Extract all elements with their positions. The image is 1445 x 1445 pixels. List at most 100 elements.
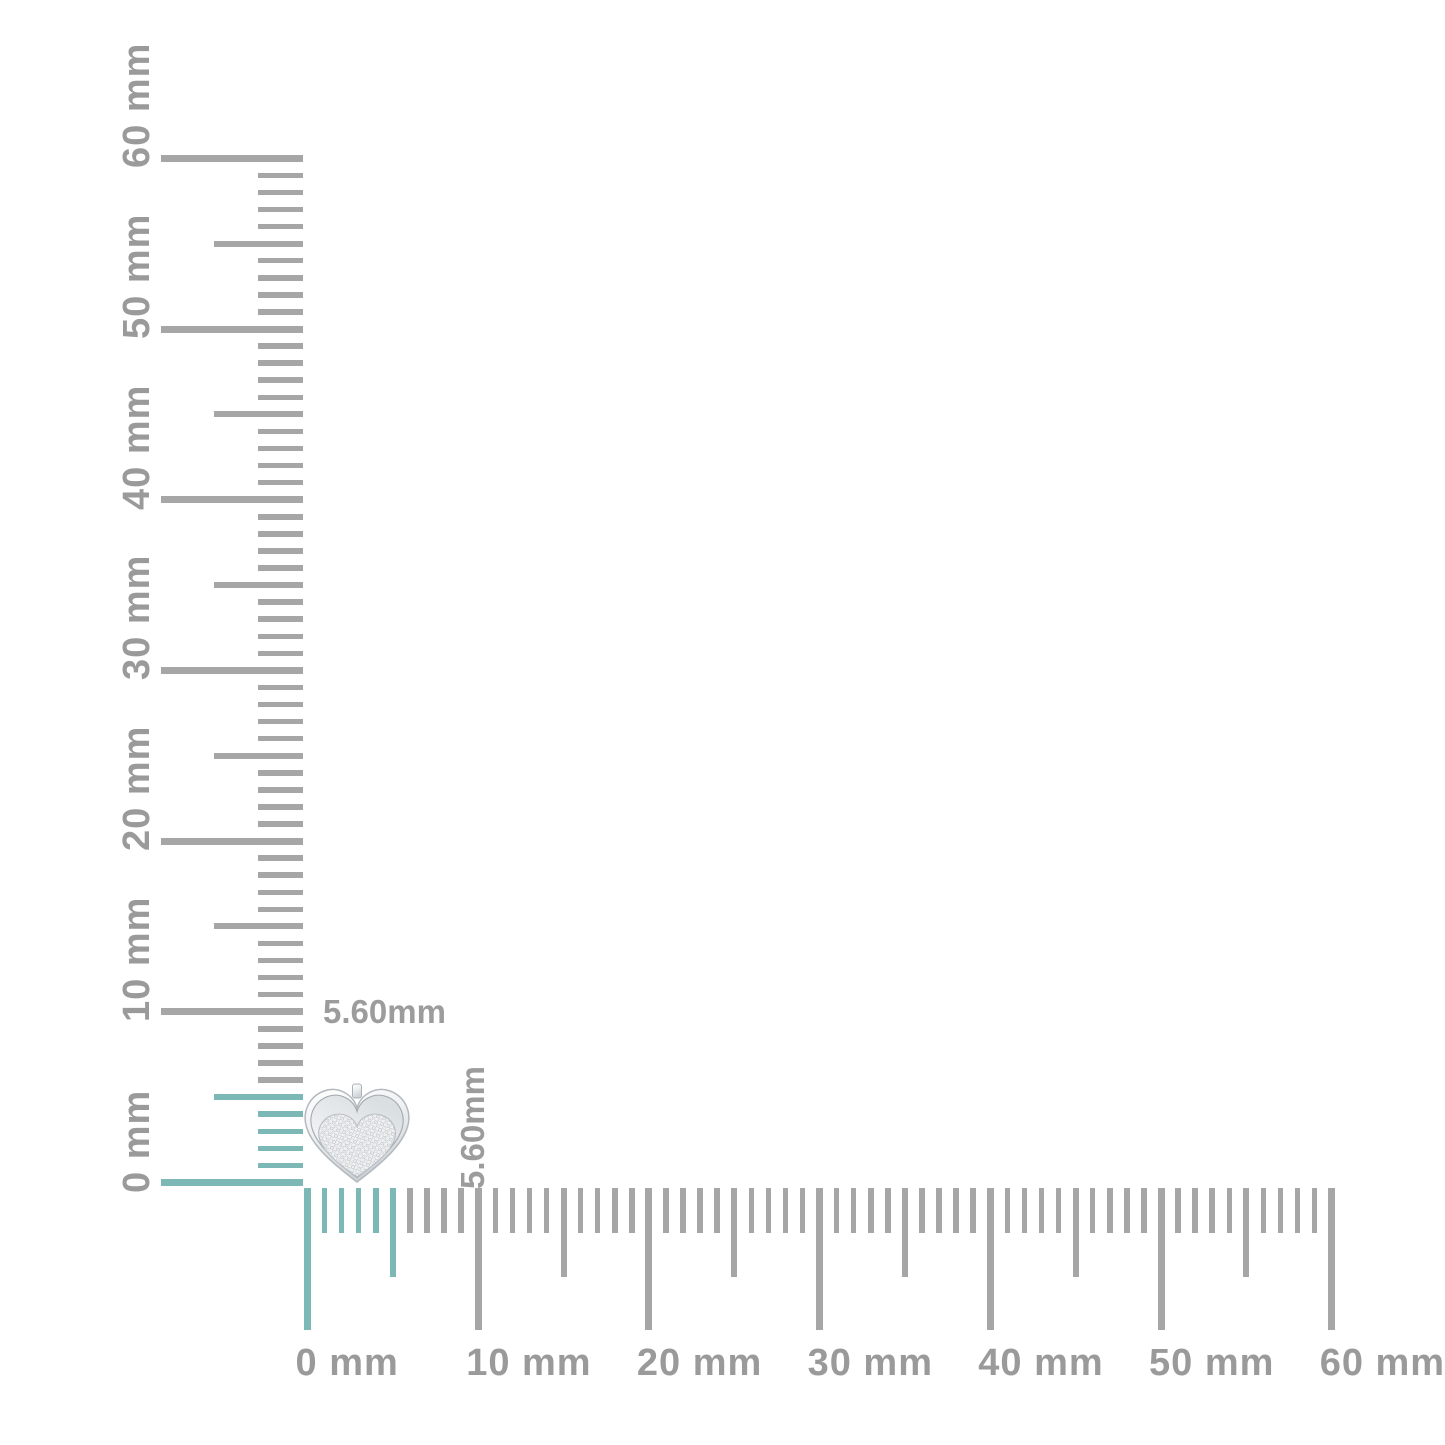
v-ruler-tick-14mm [258, 940, 303, 947]
v-ruler-tick-29mm [258, 684, 303, 691]
h-ruler-tick-20mm [645, 1188, 653, 1330]
h-ruler-tick-0mm [304, 1188, 311, 1330]
v-ruler-tick-3mm [258, 1128, 303, 1135]
h-ruler-tick-55mm [1243, 1188, 1250, 1277]
v-ruler-tick-20mm [161, 837, 303, 845]
v-ruler-tick-6mm [258, 1077, 303, 1083]
v-ruler-tick-9mm [258, 1026, 303, 1032]
v-ruler-label-50mm: 50 mm [116, 213, 158, 339]
v-ruler-label-40mm: 40 mm [116, 384, 158, 510]
v-ruler-label-60mm: 60 mm [116, 42, 158, 169]
h-ruler-tick-24mm [714, 1188, 720, 1233]
h-ruler-tick-50mm [1157, 1188, 1165, 1330]
h-ruler-tick-32mm [850, 1188, 857, 1233]
stud-post-tab [352, 1083, 362, 1099]
h-ruler-label-0mm: 0 mm [295, 1342, 399, 1384]
v-ruler-label-0mm: 0 mm [116, 1089, 158, 1193]
h-ruler-tick-56mm [1260, 1188, 1267, 1233]
h-ruler-tick-27mm [765, 1188, 772, 1233]
v-ruler-tick-58mm [258, 189, 303, 196]
h-ruler-tick-15mm [560, 1188, 567, 1277]
v-ruler-tick-51mm [258, 309, 303, 315]
h-ruler-tick-38mm [953, 1188, 959, 1233]
v-ruler-tick-1mm [258, 1162, 303, 1169]
h-ruler-tick-59mm [1311, 1188, 1318, 1233]
v-ruler-tick-21mm [258, 821, 303, 827]
v-ruler-tick-49mm [258, 343, 303, 349]
h-ruler-tick-12mm [509, 1188, 516, 1233]
v-ruler-tick-55mm [214, 240, 303, 247]
v-ruler-tick-10mm [161, 1008, 303, 1016]
v-ruler-tick-23mm [258, 787, 303, 793]
heart-pave-diamonds [318, 1113, 396, 1178]
h-ruler-tick-4mm [373, 1188, 379, 1233]
h-ruler-tick-33mm [868, 1188, 874, 1233]
height-measurement-label: 5.60mm [454, 1066, 491, 1189]
h-ruler-tick-39mm [970, 1188, 976, 1233]
h-ruler-tick-18mm [612, 1188, 618, 1233]
v-ruler-tick-33mm [258, 616, 303, 622]
v-ruler-tick-45mm [214, 411, 303, 418]
v-ruler-tick-28mm [258, 701, 303, 708]
h-ruler-tick-14mm [543, 1188, 550, 1233]
v-ruler-tick-53mm [258, 275, 303, 281]
h-ruler-tick-46mm [1089, 1188, 1096, 1233]
h-ruler-tick-60mm [1328, 1188, 1336, 1330]
v-ruler-tick-8mm [258, 1043, 303, 1049]
v-ruler-tick-54mm [258, 257, 303, 264]
v-ruler-tick-26mm [258, 735, 303, 742]
h-ruler-tick-42mm [1021, 1188, 1028, 1233]
h-ruler-tick-17mm [594, 1188, 601, 1233]
v-ruler-tick-46mm [258, 394, 303, 401]
h-ruler-tick-26mm [748, 1188, 755, 1233]
v-ruler-tick-60mm [161, 154, 303, 162]
v-ruler-tick-30mm [161, 666, 303, 674]
v-ruler-tick-48mm [258, 360, 303, 366]
h-ruler-tick-41mm [1004, 1188, 1011, 1233]
h-ruler-tick-58mm [1294, 1188, 1301, 1233]
h-ruler-label-40mm: 40 mm [978, 1342, 1104, 1384]
h-ruler-tick-37mm [936, 1188, 942, 1233]
h-ruler-tick-6mm [407, 1188, 413, 1233]
v-ruler-tick-39mm [258, 514, 303, 520]
v-ruler-tick-43mm [258, 445, 303, 452]
h-ruler-label-10mm: 10 mm [466, 1342, 592, 1384]
v-ruler-tick-35mm [214, 582, 303, 589]
h-ruler-tick-48mm [1124, 1188, 1130, 1233]
h-ruler-tick-29mm [799, 1188, 806, 1233]
h-ruler-tick-21mm [663, 1188, 669, 1233]
v-ruler-tick-4mm [258, 1111, 303, 1117]
h-ruler-tick-2mm [338, 1188, 345, 1233]
v-ruler-tick-22mm [258, 804, 303, 810]
v-ruler-tick-13mm [258, 957, 303, 964]
v-ruler-tick-40mm [161, 496, 303, 504]
h-ruler-tick-22mm [680, 1188, 686, 1233]
h-ruler-tick-9mm [458, 1188, 464, 1233]
h-ruler-tick-19mm [629, 1188, 635, 1233]
h-ruler-tick-13mm [526, 1188, 533, 1233]
h-ruler-tick-28mm [782, 1188, 789, 1233]
v-ruler-tick-44mm [258, 428, 303, 435]
heart-jewel-image [304, 1083, 410, 1183]
v-ruler-tick-57mm [258, 206, 303, 213]
h-ruler-tick-36mm [919, 1188, 925, 1233]
h-ruler-tick-25mm [731, 1188, 738, 1277]
v-ruler-tick-52mm [258, 292, 303, 298]
h-ruler-tick-53mm [1209, 1188, 1215, 1233]
v-ruler-tick-11mm [258, 991, 303, 998]
h-ruler-tick-54mm [1226, 1188, 1233, 1233]
h-ruler-label-50mm: 50 mm [1149, 1342, 1275, 1384]
h-ruler-tick-3mm [355, 1188, 362, 1233]
v-ruler-tick-18mm [258, 872, 303, 878]
v-ruler-tick-12mm [258, 974, 303, 981]
h-ruler-tick-43mm [1038, 1188, 1045, 1233]
v-ruler-tick-17mm [258, 889, 303, 896]
v-ruler-tick-41mm [258, 479, 303, 486]
v-ruler-tick-37mm [258, 548, 303, 554]
h-ruler-tick-52mm [1192, 1188, 1198, 1233]
v-ruler-label-20mm: 20 mm [116, 725, 158, 852]
v-ruler-tick-50mm [161, 325, 303, 333]
h-ruler-tick-44mm [1055, 1188, 1062, 1233]
h-ruler-tick-1mm [321, 1188, 328, 1233]
